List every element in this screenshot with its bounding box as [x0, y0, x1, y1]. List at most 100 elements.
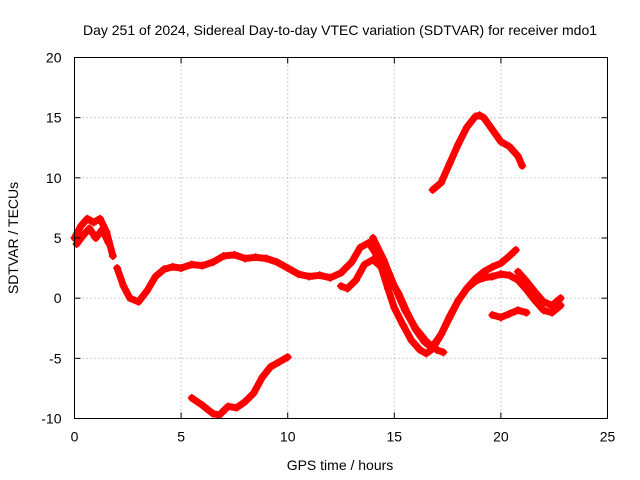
data-point — [513, 152, 522, 161]
data-point — [462, 284, 471, 293]
series-arc-6 — [429, 270, 565, 350]
data-point — [445, 313, 454, 322]
data-point — [209, 258, 218, 267]
data-point — [488, 125, 497, 134]
data-point — [91, 234, 100, 242]
data-point — [337, 268, 345, 277]
data-point — [177, 264, 186, 273]
data-point — [168, 262, 177, 271]
data-point — [360, 260, 369, 269]
data-point — [241, 397, 250, 406]
data-point — [108, 252, 117, 261]
data-point — [513, 276, 522, 285]
data-point — [422, 349, 431, 358]
data-point — [390, 303, 399, 312]
data-point — [411, 324, 420, 333]
y-tick-label: -5 — [49, 350, 62, 366]
data-point — [187, 394, 196, 403]
data-point — [479, 273, 488, 282]
data-point — [390, 282, 399, 291]
data-point — [398, 320, 407, 329]
data-point — [83, 214, 92, 223]
data-point — [273, 258, 282, 267]
data-point — [422, 337, 431, 346]
data-point — [518, 161, 527, 170]
data-point — [511, 246, 520, 255]
data-point — [432, 345, 441, 354]
data-point — [531, 296, 540, 305]
data-point — [251, 253, 260, 262]
data-point — [437, 178, 446, 187]
data-point — [539, 306, 548, 315]
x-tick-label: 10 — [280, 429, 296, 445]
data-point — [294, 270, 303, 279]
data-point — [337, 282, 345, 291]
data-point — [368, 255, 377, 264]
data-point — [104, 238, 113, 247]
data-point — [454, 140, 463, 149]
data-point — [347, 258, 356, 267]
data-point — [113, 264, 122, 273]
y-tick-label: 15 — [46, 110, 62, 126]
x-tick-label: 20 — [493, 429, 509, 445]
data-point — [215, 410, 224, 419]
data-point — [364, 238, 373, 247]
data-point — [198, 401, 207, 410]
data-point — [505, 271, 514, 280]
data-point — [119, 282, 128, 291]
y-tick-label: 5 — [54, 230, 62, 246]
data-point — [505, 252, 514, 261]
data-point — [496, 137, 505, 146]
x-tick-label: 25 — [600, 429, 616, 445]
data-point — [98, 225, 107, 234]
data-point — [437, 330, 446, 339]
data-point — [454, 296, 463, 305]
data-point — [125, 294, 134, 303]
data-point — [187, 260, 196, 269]
data-point — [96, 214, 105, 223]
series-arc-7 — [514, 268, 565, 309]
plot-frame — [74, 57, 608, 419]
data-point — [539, 297, 548, 306]
data-point — [151, 272, 160, 281]
data-point — [505, 142, 514, 151]
data-point — [471, 112, 480, 121]
data-point — [305, 272, 314, 281]
x-tick-label: 0 — [71, 429, 79, 445]
data-point — [479, 113, 488, 122]
data-point — [471, 277, 480, 286]
y-tick-label: -10 — [41, 411, 61, 427]
data-point — [219, 252, 228, 261]
data-point — [548, 301, 557, 310]
data-point — [262, 254, 271, 263]
data-point — [79, 231, 88, 240]
data-point — [258, 373, 267, 382]
data-point — [439, 348, 448, 357]
x-tick-label: 5 — [177, 429, 185, 445]
data-point — [160, 265, 169, 274]
data-point — [513, 306, 522, 315]
data-point — [556, 294, 565, 303]
y-tick-label: 20 — [46, 50, 62, 66]
data-point — [142, 286, 151, 295]
chart-title: Day 251 of 2024, Sidereal Day-to-day VTE… — [83, 22, 597, 38]
series-arc-2 — [73, 224, 113, 248]
data-point — [368, 234, 377, 242]
data-point — [383, 284, 392, 293]
data-point — [488, 311, 497, 320]
data-point — [428, 342, 437, 351]
y-tick-label: 10 — [46, 170, 62, 186]
data-point — [531, 288, 540, 297]
data-point — [283, 353, 292, 362]
data-point — [209, 409, 218, 418]
data-point — [407, 336, 416, 345]
ticks: 0 5 10 15 20 25 -10 -5 0 5 10 15 20 — [41, 50, 615, 445]
data-point — [522, 277, 531, 286]
data-point — [89, 218, 98, 227]
data-point — [241, 254, 250, 263]
data-point — [400, 306, 409, 315]
data-point — [85, 224, 94, 233]
data-point — [198, 261, 207, 270]
data-point — [315, 271, 324, 280]
